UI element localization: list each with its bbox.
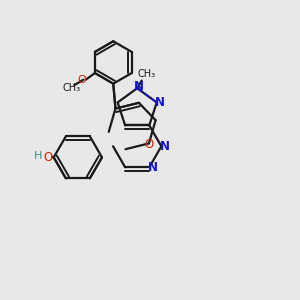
Text: O: O <box>144 138 154 152</box>
Text: N: N <box>148 161 158 174</box>
Text: N: N <box>160 140 170 153</box>
Text: CH₃: CH₃ <box>63 83 81 93</box>
Text: N: N <box>134 80 144 93</box>
Text: N: N <box>155 96 165 109</box>
Text: H: H <box>34 151 43 161</box>
Text: O: O <box>44 151 53 164</box>
Text: O: O <box>78 75 86 85</box>
Text: CH₃: CH₃ <box>138 69 156 79</box>
